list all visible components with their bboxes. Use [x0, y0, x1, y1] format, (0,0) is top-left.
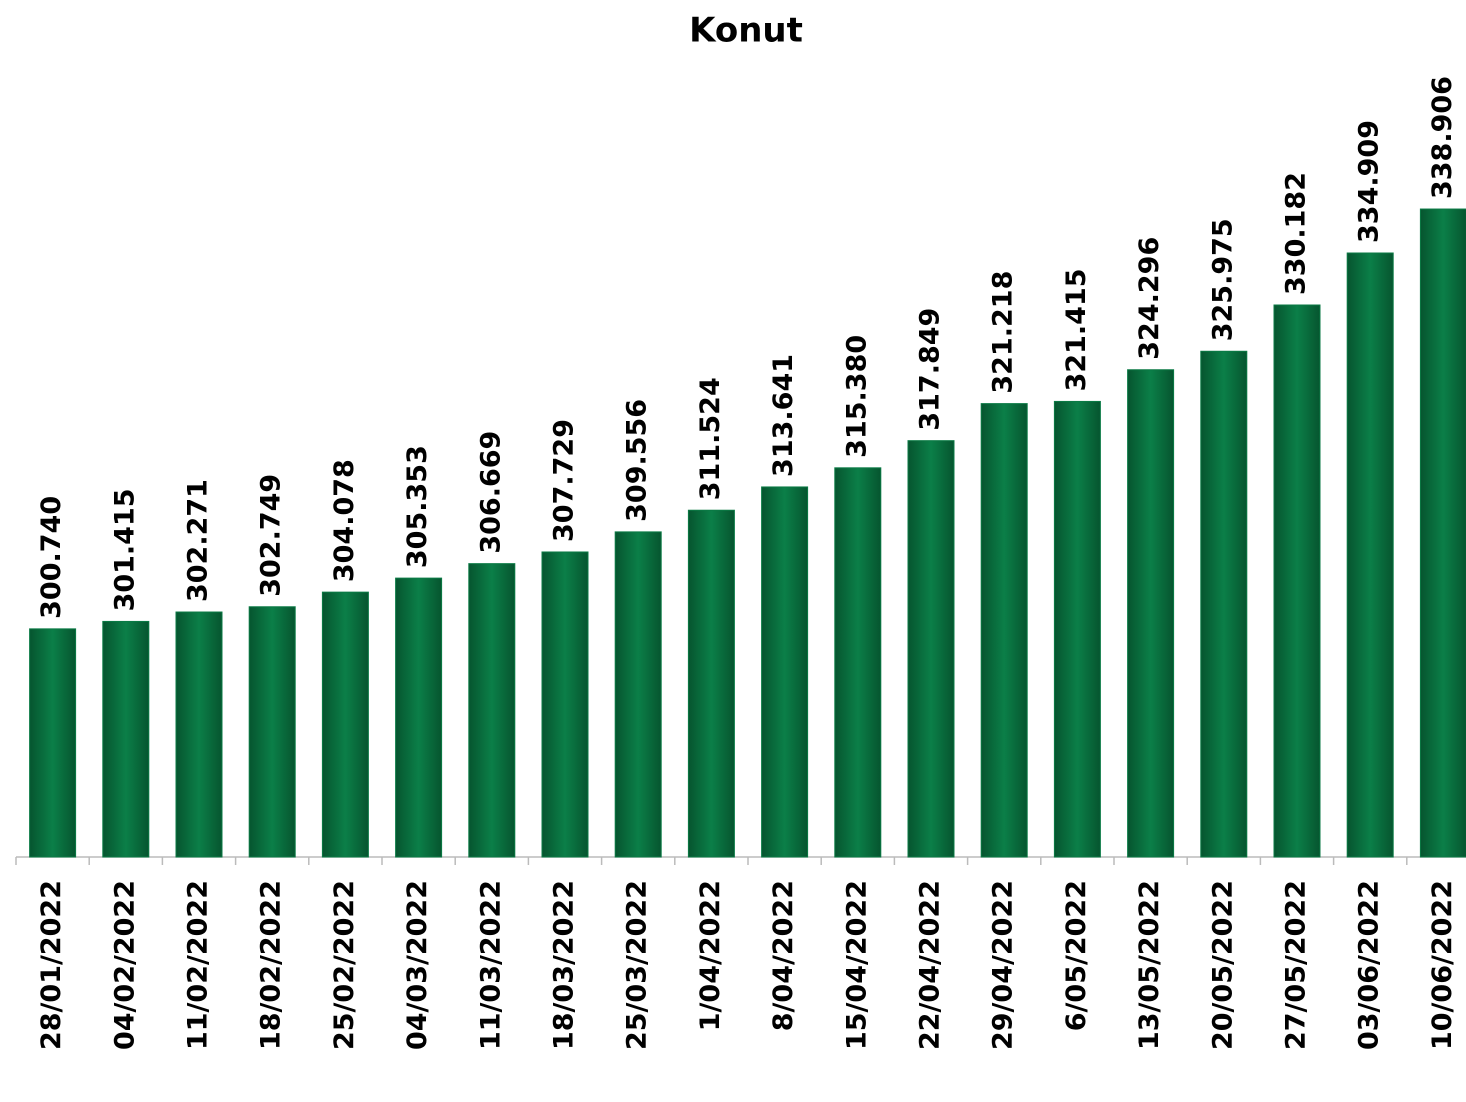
bar [175, 611, 223, 858]
x-tick-label: 18/03/2022 [549, 880, 580, 1050]
bar [1127, 369, 1175, 858]
value-label: 306.669 [475, 431, 506, 554]
x-tick-label: 6/05/2022 [1061, 880, 1092, 1031]
value-label: 321.218 [988, 271, 1019, 394]
bar [1200, 350, 1248, 858]
bar [468, 563, 516, 858]
x-tick-label: 27/05/2022 [1281, 880, 1312, 1050]
value-label: 313.641 [768, 354, 799, 477]
x-tick-label: 1/04/2022 [695, 880, 726, 1031]
x-tick-label: 22/04/2022 [915, 880, 946, 1050]
bar [541, 551, 589, 858]
x-tick-label: 20/05/2022 [1207, 880, 1238, 1050]
bar [248, 606, 296, 858]
value-label: 302.749 [256, 474, 287, 597]
x-tick-label: 10/06/2022 [1427, 880, 1458, 1050]
x-tick-label: 29/04/2022 [988, 880, 1019, 1050]
x-tick-label: 8/04/2022 [768, 880, 799, 1031]
value-label: 324.296 [1134, 237, 1165, 360]
x-tick-label: 13/05/2022 [1134, 880, 1165, 1050]
x-tick-label: 11/03/2022 [475, 880, 506, 1050]
value-label: 315.380 [841, 335, 872, 458]
bar [1419, 208, 1466, 858]
bar [1273, 304, 1321, 858]
x-tick-label: 18/02/2022 [256, 880, 287, 1050]
value-label: 309.556 [622, 399, 653, 522]
x-tick-label: 15/04/2022 [841, 880, 872, 1050]
value-label: 330.182 [1281, 172, 1312, 295]
bar [1346, 252, 1394, 858]
bar [761, 486, 809, 858]
chart-title: Konut [689, 11, 803, 51]
bar [687, 509, 735, 858]
value-label: 321.415 [1061, 268, 1092, 391]
value-label: 304.078 [329, 459, 360, 582]
bar [907, 440, 955, 858]
bar [834, 467, 882, 858]
x-tick-label: 03/06/2022 [1354, 880, 1385, 1050]
bar [1053, 400, 1101, 858]
x-tick-label: 04/02/2022 [109, 880, 140, 1050]
value-label: 325.975 [1207, 218, 1238, 341]
bar [102, 620, 150, 858]
value-label: 338.906 [1427, 76, 1458, 199]
value-label: 317.849 [915, 308, 946, 431]
value-label: 300.740 [36, 496, 67, 619]
bar [321, 591, 369, 858]
value-label: 307.729 [549, 419, 580, 542]
bar [980, 403, 1028, 858]
x-tick-label: 25/03/2022 [622, 880, 653, 1050]
bar [614, 531, 662, 858]
bar [395, 577, 443, 858]
value-label: 311.524 [695, 377, 726, 500]
value-label: 334.909 [1354, 120, 1385, 243]
x-tick-label: 28/01/2022 [36, 880, 67, 1050]
bar [29, 628, 77, 858]
x-tick-label: 04/03/2022 [402, 880, 433, 1050]
x-tick-label: 25/02/2022 [329, 880, 360, 1050]
value-label: 302.271 [183, 479, 214, 602]
value-label: 305.353 [402, 445, 433, 568]
value-label: 301.415 [109, 488, 140, 611]
x-tick-label: 11/02/2022 [183, 880, 214, 1050]
